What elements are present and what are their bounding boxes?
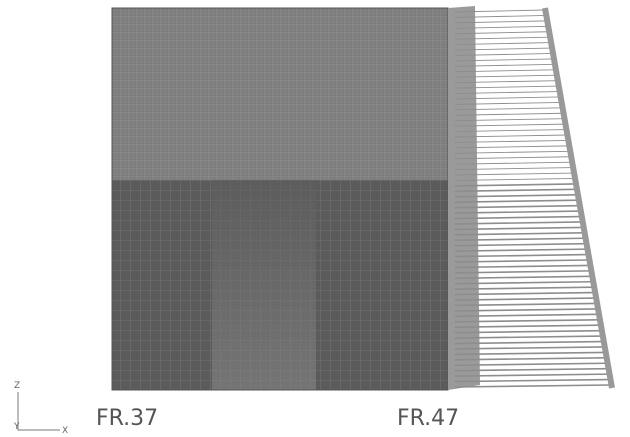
fan-line: [454, 291, 594, 296]
fan-line: [454, 221, 582, 225]
fan-line: [454, 96, 561, 100]
fan-line: [454, 335, 602, 339]
fan-line: [454, 31, 549, 35]
fan-line: [454, 156, 571, 160]
fan-line: [454, 373, 609, 377]
fan-line: [454, 329, 601, 334]
fan-line: [454, 367, 608, 372]
triad-lines: [17, 392, 60, 431]
axis-z: Z: [14, 381, 20, 391]
fan-line: [454, 318, 599, 323]
fan-line: [454, 129, 566, 133]
fan-line: [454, 280, 593, 285]
fan-line: [454, 340, 603, 345]
fan-line: [454, 270, 591, 274]
fan-line: [454, 123, 565, 127]
fan-line: [454, 351, 605, 356]
fan-line: [454, 80, 558, 84]
fan-line: [454, 118, 564, 122]
fan-line: [454, 85, 559, 89]
fan-line: [454, 167, 573, 171]
fan-line: [454, 20, 547, 24]
fan-line: [454, 199, 578, 204]
fan-line: [454, 172, 574, 176]
fan-line: [454, 183, 576, 187]
fan-line: [454, 264, 590, 269]
fan-line: [454, 215, 581, 220]
fan-line: [454, 248, 587, 252]
upper-panel: [112, 8, 448, 180]
axis-triad: Z Y X: [13, 381, 68, 436]
fan-line: [454, 308, 597, 312]
fan-line: [454, 107, 562, 111]
fan-line: [454, 242, 586, 247]
fan-line: [454, 259, 589, 263]
frame-label: FR.47: [397, 406, 459, 431]
fan-line: [454, 53, 553, 56]
fan-line: [454, 188, 577, 193]
fan-line: [454, 91, 560, 94]
fan-line: [454, 145, 569, 149]
fan-line: [454, 324, 600, 329]
frame-label: FR.37: [96, 406, 158, 431]
fan-edge: [542, 7, 615, 389]
fan-line: [454, 226, 583, 231]
fan-line: [454, 302, 596, 307]
fan-line: [454, 74, 557, 78]
fan-line: [454, 58, 554, 62]
fan-line: [454, 178, 575, 181]
fan-line: [454, 193, 578, 198]
fan-line: [454, 25, 548, 29]
fan-line: [454, 42, 551, 46]
fan-line: [454, 101, 562, 105]
fan-line: [454, 139, 568, 143]
mesh: [111, 7, 449, 391]
fan-line: [454, 150, 570, 154]
fan-line: [454, 69, 556, 73]
fan-line: [454, 357, 606, 361]
center-strip: [212, 180, 316, 390]
fan-lines: [454, 7, 615, 389]
fan-line: [454, 36, 550, 40]
axis-x: X: [62, 426, 68, 436]
fan-line: [454, 204, 579, 209]
fan-line: [454, 253, 588, 258]
axis-y: Y: [13, 422, 20, 432]
fan-line: [454, 275, 592, 280]
fan-line: [454, 232, 584, 236]
fan-line: [454, 161, 572, 165]
fan-line: [454, 134, 567, 138]
fan-line: [454, 112, 563, 116]
fan-line: [454, 14, 546, 18]
fan-line: [454, 384, 611, 388]
fan-line: [454, 297, 595, 301]
fan-line: [454, 286, 594, 290]
fan-line: [454, 378, 610, 383]
fan-line: [454, 237, 585, 242]
fan-line: [454, 346, 604, 350]
fan-line: [454, 47, 552, 51]
fan-line: [454, 9, 546, 13]
fan-line: [454, 362, 607, 367]
fan-line: [454, 63, 555, 67]
fan-line: [454, 210, 580, 214]
fan-line: [454, 313, 598, 318]
